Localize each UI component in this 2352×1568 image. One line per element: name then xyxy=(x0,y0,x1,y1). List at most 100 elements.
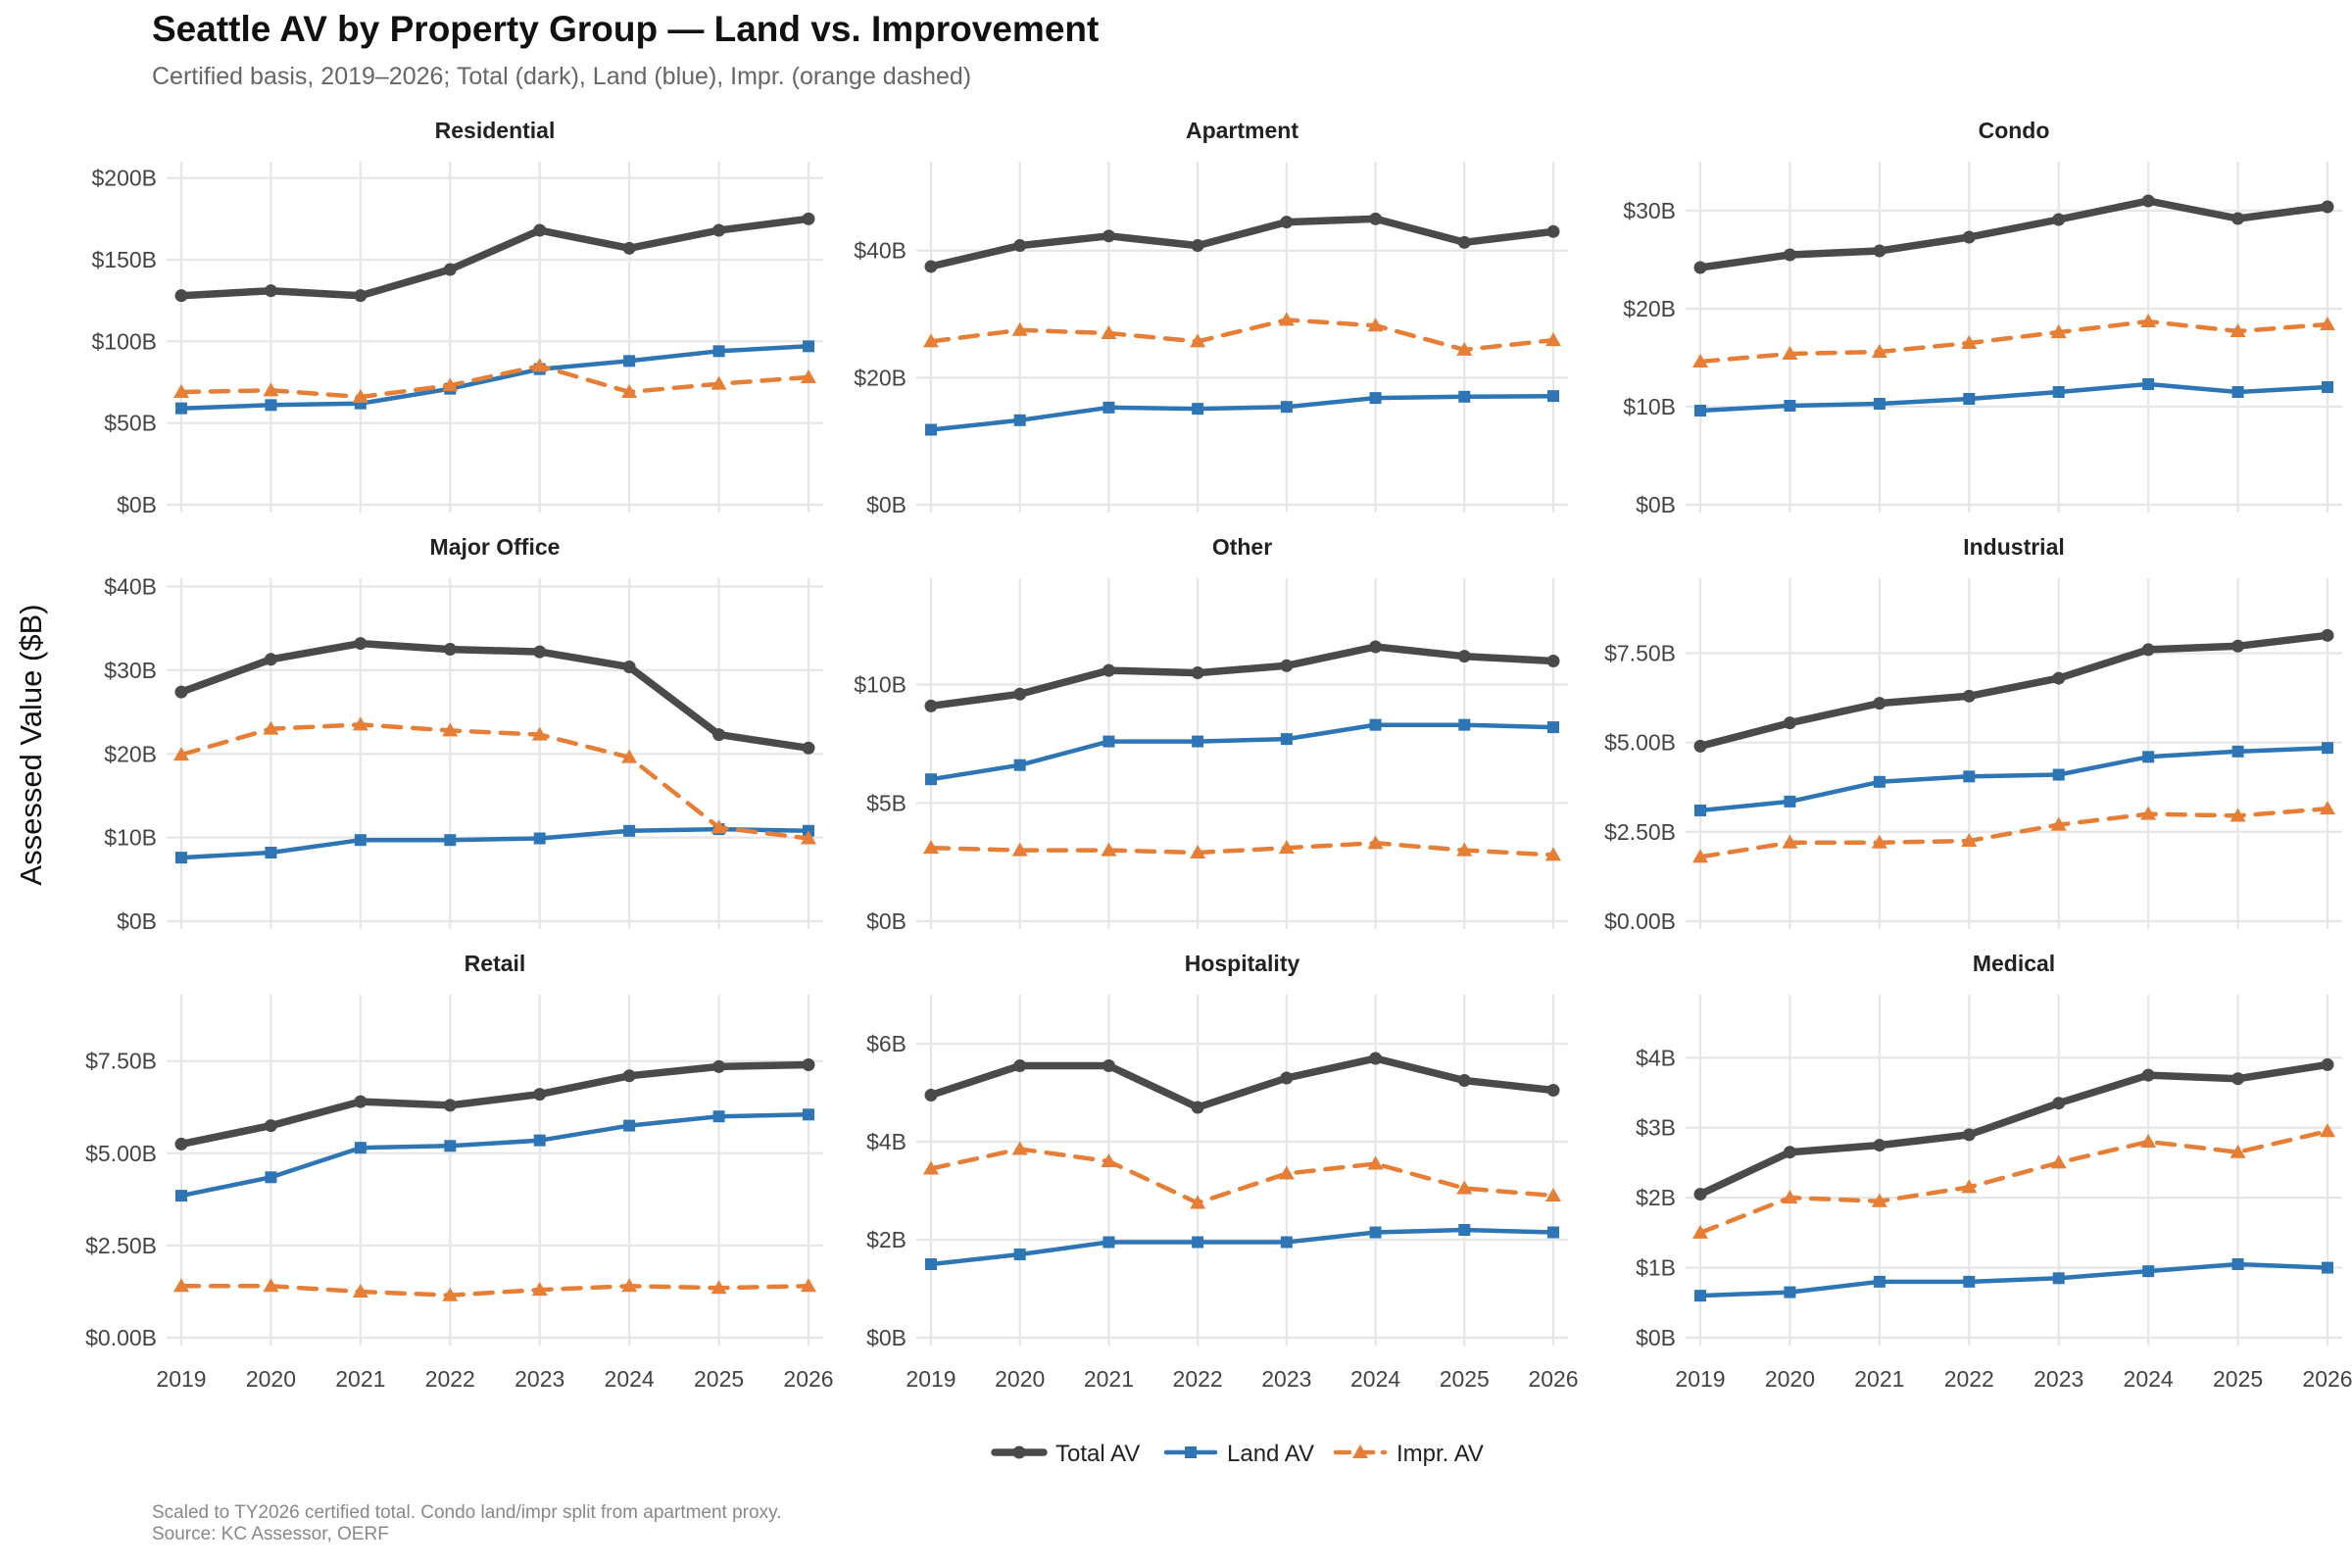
data-point-land-av xyxy=(803,340,814,353)
data-point-land-av xyxy=(265,399,277,412)
data-point-impr-av xyxy=(1961,1179,1978,1194)
series-line-impr-av xyxy=(1697,806,2330,859)
data-point-land-av xyxy=(265,847,277,858)
data-point-impr-av xyxy=(1871,344,1887,358)
series-impr-av-residential xyxy=(173,358,816,403)
data-point-total-av xyxy=(1457,235,1471,249)
data-point-impr-av xyxy=(1101,842,1117,857)
data-point-impr-av xyxy=(1782,1190,1798,1204)
series-line-total-av xyxy=(177,1060,812,1149)
data-point-total-av xyxy=(712,1059,726,1073)
data-point-total-av xyxy=(443,263,457,276)
data-point-total-av xyxy=(1693,1188,1707,1201)
series-line-impr-av xyxy=(178,1284,811,1298)
data-point-impr-av xyxy=(2050,816,2067,831)
series-total-av-other xyxy=(924,640,1560,712)
y-tick-label: $5B xyxy=(866,790,906,815)
data-point-impr-av xyxy=(1782,346,1798,360)
data-point-total-av xyxy=(924,699,938,712)
data-point-land-av xyxy=(1192,735,1204,748)
data-point-land-av xyxy=(175,1190,187,1202)
y-tick-label: $0B xyxy=(117,492,157,517)
series-line-impr-av xyxy=(928,1147,1556,1205)
data-point-land-av xyxy=(2322,381,2333,393)
data-point-land-av xyxy=(1694,804,1706,816)
data-point-land-av xyxy=(1458,1224,1471,1236)
data-point-land-av xyxy=(623,355,636,368)
data-point-land-av xyxy=(1102,401,1115,414)
data-point-impr-av xyxy=(173,747,189,761)
data-point-land-av xyxy=(2142,378,2155,390)
legend-item-land-av: Land AV xyxy=(1163,1441,1314,1467)
data-point-land-av xyxy=(1963,1275,1976,1288)
data-point-total-av xyxy=(443,643,457,657)
data-point-impr-av xyxy=(1278,840,1295,855)
y-tick-label: $0B xyxy=(1636,1325,1676,1350)
data-point-total-av xyxy=(2321,200,2334,214)
data-point-total-av xyxy=(1873,244,1886,258)
legend-swatch-marker xyxy=(1352,1445,1368,1458)
data-point-total-av xyxy=(2141,643,2155,657)
data-point-land-av xyxy=(2231,1258,2244,1270)
data-point-total-av xyxy=(1369,212,1383,225)
series-line-impr-av xyxy=(1697,1129,2330,1236)
data-point-land-av xyxy=(1013,1249,1026,1260)
series-line-total-av xyxy=(1696,197,2331,271)
data-point-total-av xyxy=(264,1119,277,1133)
data-point-land-av xyxy=(354,1142,367,1154)
series-total-av-hospitality xyxy=(924,1052,1560,1114)
series-total-av-medical xyxy=(1693,1057,2334,1201)
data-point-land-av xyxy=(1102,735,1115,748)
data-point-impr-av xyxy=(923,333,939,348)
series-impr-av-hospitality xyxy=(923,1141,1561,1209)
data-point-impr-av xyxy=(801,369,816,383)
y-tick-label: $7.50B xyxy=(85,1049,157,1074)
series-line-land-av xyxy=(928,393,1556,432)
data-point-land-av xyxy=(1784,1286,1796,1298)
data-point-impr-av xyxy=(1101,1153,1117,1167)
series-impr-av-retail xyxy=(173,1278,816,1301)
x-tick-label: 2020 xyxy=(1765,1366,1815,1392)
data-point-impr-av xyxy=(621,1278,638,1293)
series-land-av-industrial xyxy=(1694,742,2333,816)
y-tick-label: $2B xyxy=(866,1227,906,1252)
data-point-total-av xyxy=(443,1099,457,1112)
x-tick-label: 2026 xyxy=(1528,1366,1578,1392)
data-point-impr-av xyxy=(2050,1154,2067,1169)
data-point-land-av xyxy=(1280,1236,1293,1249)
data-point-impr-av xyxy=(1101,325,1117,339)
data-point-impr-av xyxy=(923,1160,939,1175)
series-line-land-av xyxy=(928,1227,1556,1267)
data-point-total-av xyxy=(354,637,368,651)
data-point-land-av xyxy=(1369,718,1382,731)
data-point-land-av xyxy=(2322,742,2333,755)
data-point-total-av xyxy=(1457,650,1471,663)
x-tick-label: 2022 xyxy=(1944,1366,1994,1392)
data-point-land-av xyxy=(2142,751,2155,763)
y-tick-label: $200B xyxy=(91,166,157,191)
y-tick-label: $20B xyxy=(104,741,157,766)
legend-swatch-marker xyxy=(1012,1446,1026,1459)
data-point-land-av xyxy=(1192,1236,1204,1249)
data-point-total-av xyxy=(622,1069,636,1083)
data-point-land-av xyxy=(1547,1226,1559,1239)
data-point-impr-av xyxy=(801,830,816,845)
chart-title: Seattle AV by Property Group — Land vs. … xyxy=(152,9,1099,49)
data-point-land-av xyxy=(1369,1226,1382,1239)
data-point-impr-av xyxy=(2140,806,2157,820)
series-total-av-condo xyxy=(1693,194,2334,274)
data-point-total-av xyxy=(802,741,815,755)
chart-subtitle: Certified basis, 2019–2026; Total (dark)… xyxy=(152,63,971,90)
data-point-total-av xyxy=(1280,659,1294,672)
data-point-total-av xyxy=(174,1137,188,1151)
data-point-land-av xyxy=(2231,386,2244,398)
y-tick-label: $150B xyxy=(91,247,157,272)
data-point-impr-av xyxy=(1456,842,1473,857)
data-point-total-av xyxy=(2052,213,2066,226)
series-line-total-av xyxy=(177,639,812,753)
data-point-total-av xyxy=(1013,239,1027,253)
series-impr-av-condo xyxy=(1692,314,2335,368)
series-land-av-residential xyxy=(175,340,814,415)
data-point-land-av xyxy=(1963,393,1976,405)
data-point-land-av xyxy=(2052,386,2065,398)
